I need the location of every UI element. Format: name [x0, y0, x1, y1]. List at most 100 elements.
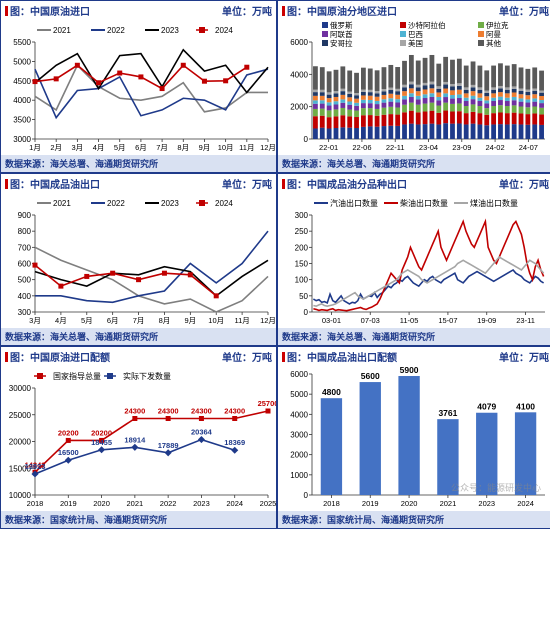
svg-text:24-02: 24-02 — [485, 143, 504, 152]
svg-text:2024: 2024 — [517, 499, 534, 508]
panel-source: 数据来源：海关总署、海通期货研究所 — [1, 155, 276, 172]
svg-text:500: 500 — [18, 276, 32, 285]
panel-title-row: 图：中国原油分地区进口单位：万吨 — [278, 1, 550, 20]
svg-text:4800: 4800 — [322, 387, 341, 397]
svg-text:30000: 30000 — [9, 384, 32, 393]
svg-text:5月: 5月 — [81, 316, 93, 325]
panel-source: 数据来源：海关总署、海通期货研究所 — [278, 155, 550, 172]
svg-text:1000: 1000 — [290, 471, 308, 480]
svg-text:900: 900 — [18, 211, 32, 220]
svg-text:18914: 18914 — [124, 435, 146, 444]
svg-text:2020: 2020 — [93, 499, 110, 508]
svg-text:国家指导总量: 国家指导总量 — [53, 371, 101, 381]
panel-source: 数据来源：海关总署、海通期货研究所 — [278, 328, 550, 345]
panel-title: 图：中国成品油分品种出口 — [282, 176, 407, 191]
svg-text:巴西: 巴西 — [408, 30, 423, 39]
svg-text:5500: 5500 — [13, 38, 31, 47]
svg-text:其他: 其他 — [486, 38, 501, 48]
panel-title-row: 图：中国成品油出口配额单位：万吨 — [278, 347, 550, 366]
svg-text:沙特阿拉伯: 沙特阿拉伯 — [408, 20, 446, 30]
svg-text:2月: 2月 — [50, 143, 62, 152]
svg-text:2023: 2023 — [193, 499, 210, 508]
svg-text:1月: 1月 — [29, 143, 41, 152]
svg-text:300: 300 — [295, 211, 309, 220]
svg-text:2021: 2021 — [127, 499, 144, 508]
svg-text:250: 250 — [295, 227, 309, 236]
svg-text:16500: 16500 — [58, 448, 79, 457]
svg-text:20364: 20364 — [191, 428, 213, 437]
svg-text:20000: 20000 — [9, 438, 32, 447]
svg-text:4100: 4100 — [516, 401, 535, 411]
svg-text:阿曼: 阿曼 — [486, 30, 501, 39]
svg-text:2024: 2024 — [215, 26, 233, 35]
svg-text:3761: 3761 — [438, 408, 457, 418]
panel-title-row: 图：中国原油进口 单位：万吨 — [1, 1, 276, 20]
chart-panel-p1: 图：中国原油进口单位：万吨3000350040004500500055001月2… — [0, 0, 277, 173]
svg-text:2021: 2021 — [53, 199, 71, 208]
svg-text:2022: 2022 — [160, 499, 177, 508]
svg-text:2024: 2024 — [215, 199, 233, 208]
svg-text:07-03: 07-03 — [361, 316, 380, 325]
panel-title: 图：中国原油进口配额 — [5, 349, 110, 364]
svg-text:2022: 2022 — [107, 199, 125, 208]
svg-text:100: 100 — [295, 276, 309, 285]
svg-text:实际下发数量: 实际下发数量 — [123, 371, 171, 381]
svg-text:4500: 4500 — [13, 77, 31, 86]
svg-text:25700: 25700 — [258, 399, 276, 408]
svg-text:7月: 7月 — [133, 316, 145, 325]
svg-text:2021: 2021 — [440, 499, 457, 508]
svg-text:2024: 2024 — [226, 499, 243, 508]
panel-source: 数据来源：国家统计局、海通期货研究所 — [278, 511, 550, 528]
svg-text:8月: 8月 — [177, 143, 189, 152]
svg-text:03-01: 03-01 — [322, 316, 341, 325]
panel-unit: 单位：万吨 — [222, 3, 272, 18]
svg-text:18369: 18369 — [224, 438, 245, 447]
svg-text:安哥拉: 安哥拉 — [330, 38, 353, 48]
svg-text:24300: 24300 — [224, 406, 245, 415]
svg-text:400: 400 — [18, 292, 32, 301]
chart-svg: 05010015020025030003-0107-0311-0515-0719… — [278, 193, 550, 328]
svg-text:22-01: 22-01 — [319, 143, 338, 152]
svg-text:0: 0 — [304, 491, 309, 500]
svg-text:2018: 2018 — [27, 499, 44, 508]
chart-svg: 020004000600022-0122-0622-1123-0423-0924… — [278, 20, 550, 155]
panel-title-row: 图：中国原油进口配额单位：万吨 — [1, 347, 276, 366]
svg-text:2018: 2018 — [323, 499, 340, 508]
svg-text:0: 0 — [304, 135, 309, 144]
svg-text:11月: 11月 — [234, 316, 249, 325]
svg-text:11-05: 11-05 — [400, 316, 419, 325]
svg-text:24-07: 24-07 — [519, 143, 538, 152]
svg-text:公众号：能源研发中心: 公众号：能源研发中心 — [451, 482, 541, 493]
panel-title-row: 图：中国成品油出口单位：万吨 — [1, 174, 276, 193]
chart-svg: 0100020003000400050006000201820192020202… — [278, 366, 550, 511]
svg-text:2023: 2023 — [478, 499, 495, 508]
panel-title: 图：中国成品油出口 — [5, 176, 100, 191]
chart-panel-p6: 图：中国成品油出口配额单位：万吨010002000300040005000600… — [277, 346, 550, 529]
svg-text:2000: 2000 — [290, 103, 308, 112]
svg-text:5月: 5月 — [114, 143, 126, 152]
svg-text:6000: 6000 — [290, 370, 308, 379]
svg-text:煤油出口数量: 煤油出口数量 — [470, 198, 518, 208]
svg-text:2023: 2023 — [161, 199, 179, 208]
svg-text:24300: 24300 — [158, 406, 179, 415]
panel-unit: 单位：万吨 — [499, 3, 549, 18]
svg-text:22-11: 22-11 — [386, 143, 405, 152]
svg-text:50: 50 — [299, 292, 308, 301]
svg-text:3000: 3000 — [290, 431, 308, 440]
svg-text:22-06: 22-06 — [352, 143, 371, 152]
svg-text:5000: 5000 — [13, 57, 31, 66]
svg-text:20200: 20200 — [58, 428, 79, 437]
panel-title: 图：中国原油进口 — [5, 3, 90, 18]
svg-text:9月: 9月 — [184, 316, 196, 325]
chart-svg: 3000350040004500500055001月2月3月4月5月6月7月8月… — [1, 20, 276, 155]
svg-text:700: 700 — [18, 243, 32, 252]
svg-text:5000: 5000 — [290, 390, 308, 399]
chart-panel-p3: 图：中国成品油出口单位：万吨3004005006007008009003月4月5… — [0, 173, 277, 346]
svg-text:2000: 2000 — [290, 451, 308, 460]
svg-text:6月: 6月 — [135, 143, 147, 152]
svg-text:0: 0 — [304, 308, 309, 317]
svg-text:3月: 3月 — [72, 143, 84, 152]
svg-text:汽油出口数量: 汽油出口数量 — [330, 198, 378, 208]
svg-text:3500: 3500 — [13, 116, 31, 125]
svg-text:4000: 4000 — [290, 70, 308, 79]
